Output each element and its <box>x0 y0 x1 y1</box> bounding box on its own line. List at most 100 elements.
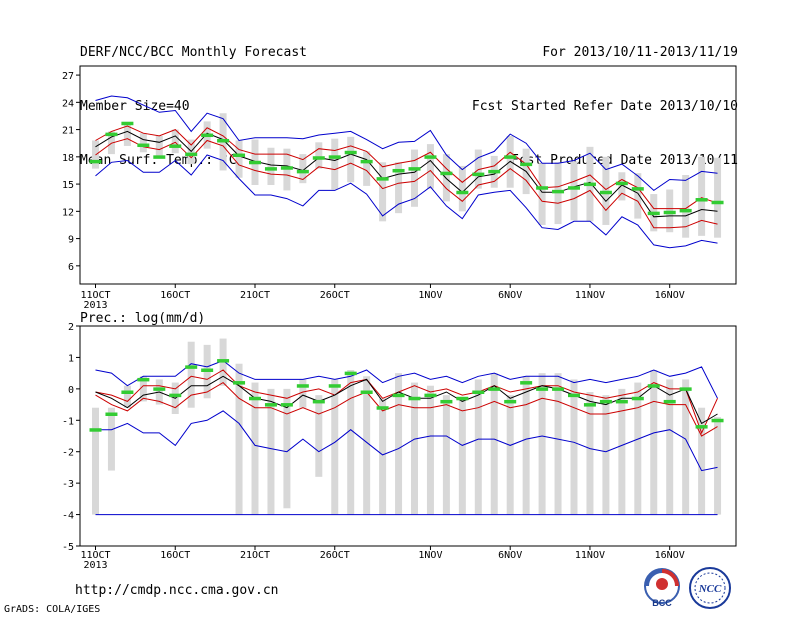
temp-lower-line <box>95 138 718 229</box>
precip-member-box <box>347 370 355 515</box>
temp-member-box <box>171 129 179 154</box>
precip-observed-mark <box>615 399 628 404</box>
precip-y-tick-label: -1 <box>62 416 74 427</box>
precip-member-box <box>490 373 498 515</box>
precip-observed-mark <box>568 393 580 398</box>
precip-observed-mark <box>233 381 246 385</box>
source-url[interactable]: http://cmdp.ncc.cma.gov.cn <box>75 583 279 598</box>
temp-x-tick-label: 11OCT <box>80 290 110 301</box>
precip-observed-mark <box>488 387 501 391</box>
temp-observed-mark <box>679 208 692 213</box>
temp-y-tick-label: 6 <box>68 262 74 273</box>
precip-observed-mark <box>264 403 277 407</box>
temp-observed-mark <box>392 168 405 173</box>
temp-observed-mark <box>488 169 501 174</box>
temp-observed-mark <box>615 181 628 186</box>
precip-observed-mark <box>376 406 389 410</box>
bcc-logo: BCC <box>640 566 684 610</box>
precip-y-tick-label: 1 <box>68 353 74 364</box>
temp-observed-mark <box>472 172 485 177</box>
temp-y-tick-label: 27 <box>62 71 74 82</box>
precip-y-tick-label: 2 <box>68 322 74 333</box>
temp-observed-mark <box>233 153 246 158</box>
temp-member-box <box>267 147 275 185</box>
temp-observed-mark <box>328 155 341 159</box>
precip-member-box <box>411 382 418 515</box>
temp-observed-mark <box>599 190 612 195</box>
temp-x-tick-label: 1NOV <box>418 290 442 301</box>
precip-x-tick-label: 11OCT <box>80 550 110 561</box>
temp-observed-mark <box>424 155 437 159</box>
temp-x-tick-label: 16NOV <box>655 290 685 301</box>
temp-member-box <box>315 142 323 169</box>
precip-observed-mark <box>360 390 373 394</box>
precip-member-box <box>187 341 195 408</box>
temp-member-box <box>442 154 450 202</box>
precip-member-box <box>123 385 131 408</box>
precip-observed-mark <box>185 365 198 369</box>
temp-frame <box>79 65 737 285</box>
precip-observed-mark <box>552 387 565 391</box>
temp-member-box <box>331 138 339 190</box>
temp-member-box <box>155 135 163 158</box>
temp-observed-mark <box>583 182 596 187</box>
temp-observed-mark <box>504 155 517 159</box>
precip-member-box <box>474 379 482 515</box>
precip-observed-mark <box>105 412 118 416</box>
precip-mean-line <box>95 375 718 425</box>
precip-max-line <box>95 360 718 399</box>
precip-x-tick-label: 26OCT <box>320 550 350 561</box>
temp-observed-mark <box>344 150 357 155</box>
precip-member-box <box>92 407 99 515</box>
precip-member-box <box>650 370 658 515</box>
temp-min-line <box>95 154 718 249</box>
temp-member-box <box>347 136 355 183</box>
temp-observed-mark <box>185 152 198 157</box>
precip-frame <box>79 325 737 547</box>
temp-member-box <box>714 157 722 238</box>
precip-upper-line <box>95 369 718 435</box>
precip-observed-mark <box>647 384 660 388</box>
precip-x-tick-label: 21OCT <box>240 550 270 561</box>
precip-member-box <box>235 363 243 515</box>
temp-observed-mark <box>360 159 373 164</box>
precip-member-box <box>570 379 578 515</box>
temp-observed-mark <box>568 186 580 190</box>
precip-observed-mark <box>695 425 708 429</box>
precip-observed-mark <box>217 359 230 363</box>
temp-observed-mark <box>280 166 293 170</box>
precip-observed-mark <box>312 399 325 404</box>
temp-member-box <box>411 149 418 207</box>
precip-member-box <box>107 407 115 471</box>
precip-y-tick-label: -4 <box>62 511 74 522</box>
precip-observed-mark <box>583 403 596 407</box>
precip-x-tick-year: 2013 <box>83 560 107 571</box>
precip-observed-mark <box>89 428 102 432</box>
precip-member-box <box>315 395 323 477</box>
precip-observed-mark <box>169 393 182 398</box>
temp-observed-mark <box>440 171 453 176</box>
precip-observed-mark <box>536 387 549 391</box>
precip-member-box <box>299 379 307 408</box>
precip-member-box <box>666 379 674 515</box>
precip-observed-mark <box>249 396 261 401</box>
precip-observed-mark <box>344 371 357 376</box>
temp-max-line <box>95 95 718 192</box>
precip-observed-mark <box>424 393 437 398</box>
precip-min-line <box>95 410 718 472</box>
temp-observed-mark <box>89 159 102 164</box>
precip-observed-mark <box>201 368 214 372</box>
precip-observed-mark <box>137 377 150 382</box>
temp-member-box <box>538 163 546 225</box>
temp-observed-mark <box>312 156 325 160</box>
temp-observed-mark <box>695 198 708 202</box>
precip-member-box <box>586 392 594 515</box>
temp-x-tick-label: 6NOV <box>498 290 522 301</box>
precip-x-tick-label: 16OCT <box>160 550 190 561</box>
temp-observed-mark <box>663 210 676 215</box>
precip-member-box <box>283 388 291 509</box>
temp-observed-mark <box>249 160 261 165</box>
precip-observed-mark <box>296 384 309 388</box>
temp-member-box <box>458 165 466 212</box>
temp-member-box <box>570 161 578 221</box>
